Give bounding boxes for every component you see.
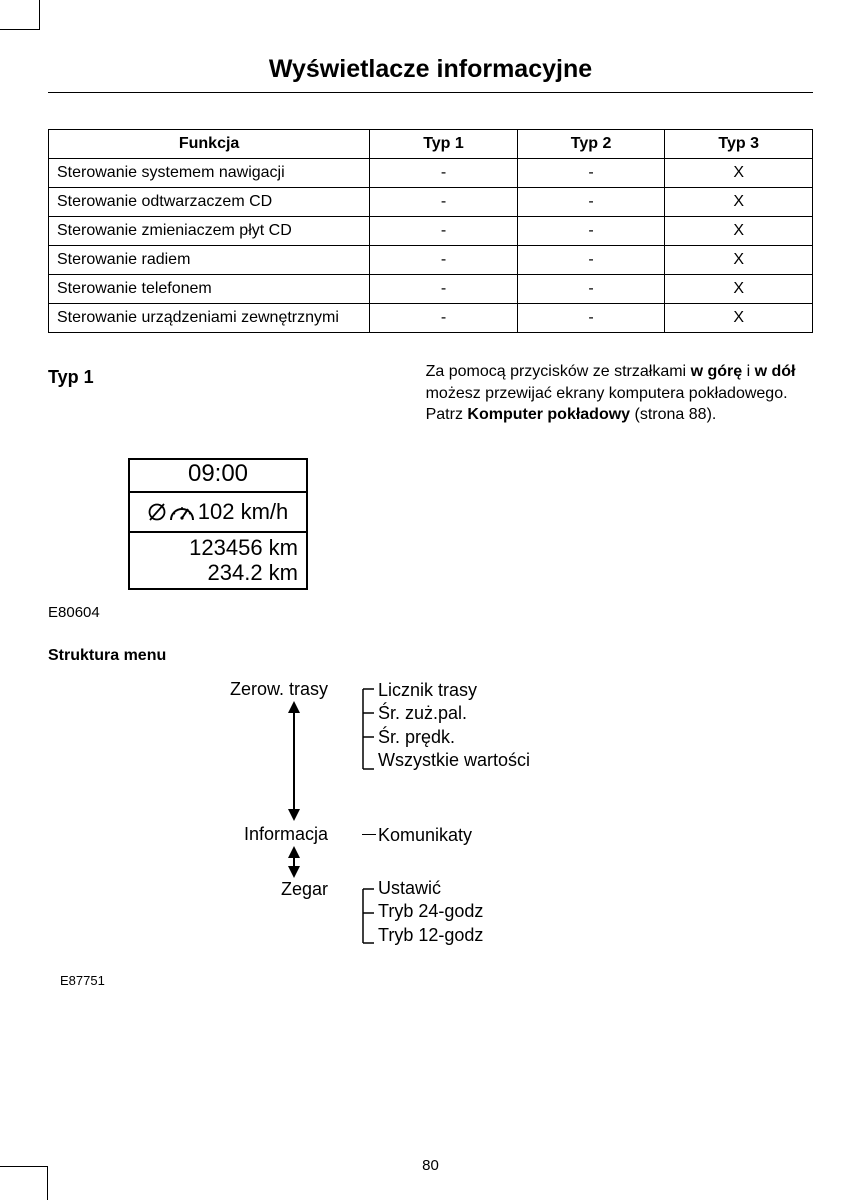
page-number: 80 (0, 1157, 861, 1174)
submenu-item: Tryb 12-godz (378, 924, 483, 947)
para-bold-down: w dół (755, 363, 796, 380)
col-header-typ2: Typ 2 (517, 130, 665, 159)
bracket-icon (362, 683, 376, 775)
cell-value: X (665, 188, 813, 217)
menu-item-zegar: Zegar (198, 879, 328, 900)
table-row: Sterowanie systemem nawigacji--X (49, 159, 813, 188)
cell-value: - (370, 246, 518, 275)
cell-function: Sterowanie telefonem (49, 275, 370, 304)
bracket-icon (362, 883, 376, 949)
cell-function: Sterowanie urządzeniami zewnętrznymi (49, 304, 370, 333)
submenu-item: Ustawić (378, 877, 483, 900)
average-icon (148, 500, 166, 524)
cell-value: - (370, 217, 518, 246)
cell-value: X (665, 159, 813, 188)
submenu-mid: Komunikaty (378, 824, 472, 847)
cell-value: X (665, 275, 813, 304)
display-odometer-block: 123456 km 234.2 km (130, 533, 306, 588)
menu-item-informacja: Informacja (198, 824, 328, 845)
table-row: Sterowanie urządzeniami zewnętrznymi--X (49, 304, 813, 333)
figure-id-1: E80604 (48, 604, 406, 621)
figure-id-2: E87751 (60, 973, 813, 988)
page-title: Wyświetlacze informacyjne (48, 55, 813, 84)
table-row: Sterowanie radiem--X (49, 246, 813, 275)
cell-value: - (370, 188, 518, 217)
menu-diagram: Zerow. trasy Informacja Zegar Licznik tr… (138, 679, 813, 959)
table-row: Sterowanie odtwarzaczem CD--X (49, 188, 813, 217)
para-bold-up: w górę (691, 363, 743, 380)
submenu-item: Wszystkie wartości (378, 749, 530, 772)
arrow-line (293, 711, 295, 811)
cell-value: - (370, 275, 518, 304)
cell-value: - (517, 246, 665, 275)
submenu-item: Tryb 24-godz (378, 900, 483, 923)
page-content: Wyświetlacze informacyjne Funkcja Typ 1 … (0, 0, 861, 988)
submenu-item: Licznik trasy (378, 679, 530, 702)
menu-item-zerow: Zerow. trasy (198, 679, 328, 700)
crop-mark-top-left (0, 0, 40, 30)
cell-function: Sterowanie radiem (49, 246, 370, 275)
display-speed-row: 102 km/h (130, 493, 306, 533)
submenu-top: Licznik trasy Śr. zuż.pal. Śr. prędk. Ws… (378, 679, 530, 773)
tick-icon (362, 834, 376, 835)
submenu-item: Śr. zuż.pal. (378, 702, 530, 725)
col-header-typ3: Typ 3 (665, 130, 813, 159)
cell-function: Sterowanie odtwarzaczem CD (49, 188, 370, 217)
display-speed: 102 km/h (198, 499, 289, 525)
para-bold-ref: Komputer pokładowy (467, 406, 630, 423)
col-header-funkcja: Funkcja (49, 130, 370, 159)
function-table: Funkcja Typ 1 Typ 2 Typ 3 Sterowanie sys… (48, 129, 813, 333)
table-row: Sterowanie telefonem--X (49, 275, 813, 304)
menu-structure-heading: Struktura menu (48, 647, 813, 665)
table-header-row: Funkcja Typ 1 Typ 2 Typ 3 (49, 130, 813, 159)
cell-function: Sterowanie zmieniaczem płyt CD (49, 217, 370, 246)
table-row: Sterowanie zmieniaczem płyt CD--X (49, 217, 813, 246)
arrow-down-icon (288, 809, 300, 821)
display-trip: 234.2 km (138, 560, 298, 585)
cell-value: - (517, 188, 665, 217)
cell-value: - (517, 304, 665, 333)
cell-value: - (517, 275, 665, 304)
cell-value: X (665, 217, 813, 246)
arrow-down-icon (288, 866, 300, 878)
dashboard-display: 09:00 102 km/h (128, 458, 308, 590)
para-text: i (742, 363, 754, 380)
submenu-bot: Ustawić Tryb 24-godz Tryb 12-godz (378, 877, 483, 947)
cell-value: - (370, 304, 518, 333)
cell-value: - (370, 159, 518, 188)
cell-value: X (665, 246, 813, 275)
instruction-paragraph: Za pomocą przycisków ze strzałkami w gór… (426, 361, 813, 621)
cell-value: - (517, 159, 665, 188)
typ1-heading: Typ 1 (48, 367, 406, 388)
cell-value: - (517, 217, 665, 246)
speedometer-icon (168, 500, 196, 524)
cell-function: Sterowanie systemem nawigacji (49, 159, 370, 188)
para-text: Za pomocą przycisków ze strzałkami (426, 363, 691, 380)
para-text: (strona 88). (630, 406, 716, 423)
display-odo: 123456 km (138, 535, 298, 560)
submenu-item: Komunikaty (378, 824, 472, 847)
title-underline (48, 92, 813, 93)
cell-value: X (665, 304, 813, 333)
display-time: 09:00 (130, 460, 306, 493)
submenu-item: Śr. prędk. (378, 726, 530, 749)
col-header-typ1: Typ 1 (370, 130, 518, 159)
